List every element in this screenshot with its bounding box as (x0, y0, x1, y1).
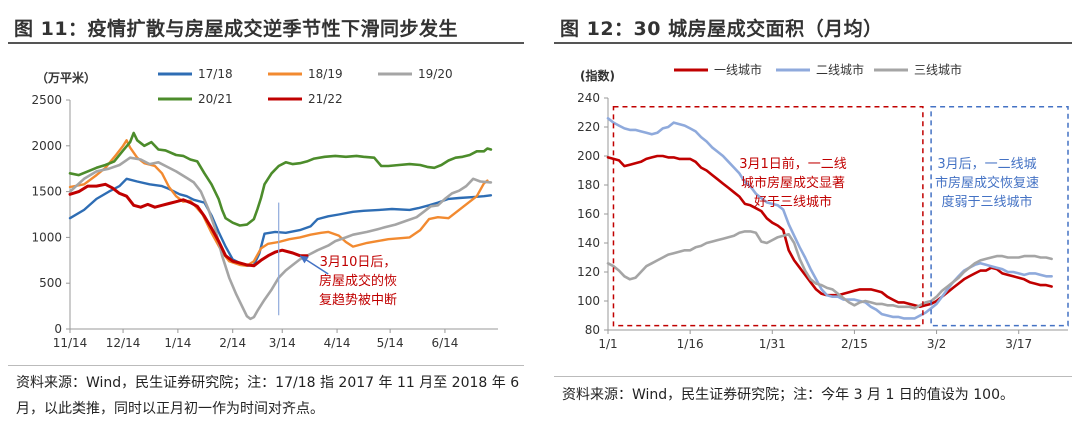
y-axis-label: （万平米） (36, 70, 96, 85)
y-tick-label: 140 (577, 236, 600, 250)
y-tick-label: 2500 (31, 93, 62, 107)
legend-label-5: 21/22 (308, 92, 343, 106)
legend-label-1: 17/18 (198, 67, 233, 81)
right-figure-title: 图 12：30 城房屋成交面积（月均） (560, 18, 883, 40)
left-note-divider (8, 365, 524, 366)
y-tick-label: 180 (577, 178, 600, 192)
y-tick-label: 160 (577, 207, 600, 221)
x-tick-label: 1/16 (677, 337, 704, 351)
x-tick-label: 3/2 (927, 337, 946, 351)
y-tick-label: 1500 (31, 185, 62, 199)
legend-label-3: 三线城市 (914, 62, 962, 77)
legend-label-1: 一线城市 (714, 62, 762, 77)
x-tick-label: 6/14 (431, 336, 458, 350)
x-tick-label: 1/31 (759, 337, 786, 351)
x-tick-label: 1/14 (164, 336, 191, 350)
x-tick-label: 3/14 (269, 336, 296, 350)
series-line-3 (606, 230, 1053, 310)
x-tick-label: 2/15 (841, 337, 868, 351)
x-tick-label: 4/14 (324, 336, 351, 350)
blue-box-annotation-line: 3月后，一二线城 (937, 157, 1036, 172)
left-chart: 0 500 1000 1500 2000 2500 （万平米） 11/14 12/14 1/14 2… (31, 67, 498, 350)
x-tick-label: 5/14 (377, 336, 404, 350)
y-tick-label: 2000 (31, 139, 62, 153)
y-tick-label: 80 (585, 323, 600, 337)
right-note-divider (554, 376, 1072, 377)
left-figure-title: 图 11：疫情扩散与房屋成交逆季节性下滑同步发生 (14, 18, 459, 40)
blue-box-annotation-line: 度弱于三线城市 (941, 194, 1032, 210)
annotation-text-line: 房屋成交的恢 (319, 273, 397, 289)
y-tick-label: 240 (577, 91, 600, 105)
y-tick-label: 0 (54, 322, 62, 336)
x-tick-label: 12/14 (106, 336, 141, 350)
red-box-annotation-line: 好于三线城市 (754, 194, 832, 210)
left-figure-panel: 图 11：疫情扩散与房屋成交逆季节性下滑同步发生 0 500 1000 1500 200… (0, 0, 532, 440)
left-source-note: 资料来源：Wind，民生证券研究院；注：17/18 指 2017 年 11 月至… (16, 375, 520, 417)
y-tick-label: 200 (577, 149, 600, 163)
x-tick-label: 1/1 (598, 337, 617, 351)
legend-label-2: 二线城市 (816, 62, 864, 77)
legend-label-3: 19/20 (418, 67, 453, 81)
y-tick-label: 220 (577, 120, 600, 134)
right-title-bar: 图 12：30 城房屋成交面积（月均） (554, 8, 1072, 44)
y-tick-label: 100 (577, 294, 600, 308)
right-chart: 80 100 120 140 160 180 200 220 240 (指数) 1/1 1/16 1/3… (577, 62, 1069, 351)
x-tick-label: 11/14 (53, 336, 88, 350)
x-tick-label: 2/14 (219, 336, 246, 350)
series-line-5 (68, 182, 309, 268)
y-axis-label: (指数) (580, 68, 615, 83)
annotation-text-line: 复趋势被中断 (319, 292, 397, 308)
annotation-arrow-head (299, 255, 309, 264)
right-source-note: 资料来源：Wind，民生证券研究院；注：今年 3 月 1 日的值设为 100。 (562, 387, 1014, 403)
annotation-text-line: 3月10日后， (320, 255, 397, 270)
series-line-4 (68, 131, 493, 227)
blue-highlight-box (930, 105, 1069, 327)
x-tick-label: 3/17 (1005, 337, 1032, 351)
series-line-3 (68, 156, 493, 321)
y-tick-label: 120 (577, 265, 600, 279)
blue-box-annotation-line: 市房屋成交恢复速 (935, 175, 1039, 191)
red-box-annotation-line: 3月1日前，一二线 (739, 156, 847, 172)
legend-label-2: 18/19 (308, 67, 343, 81)
red-highlight-box (612, 105, 924, 327)
series-line-2 (606, 117, 1053, 320)
right-figure-panel: 图 12：30 城房屋成交面积（月均） 80 100 120 140 160 180 200… (546, 0, 1080, 440)
left-title-bar: 图 11：疫情扩散与房屋成交逆季节性下滑同步发生 (8, 8, 524, 44)
y-tick-label: 1000 (31, 230, 62, 244)
y-tick-label: 500 (39, 276, 62, 290)
legend-label-4: 20/21 (198, 92, 233, 106)
red-box-annotation-line: 城市房屋成交显著 (741, 175, 845, 191)
